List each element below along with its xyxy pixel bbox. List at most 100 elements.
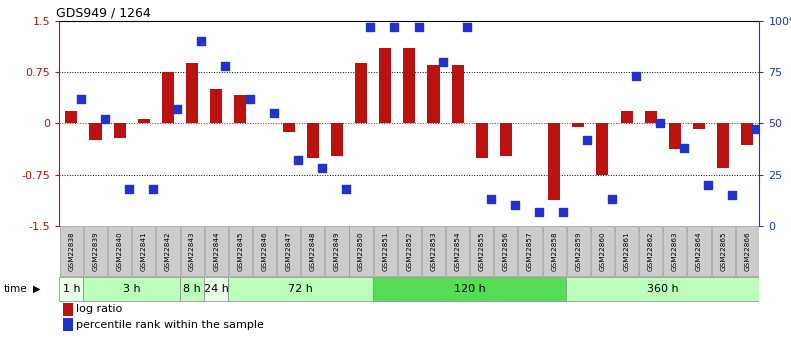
Text: GSM22857: GSM22857 bbox=[527, 231, 533, 271]
Bar bbox=[282, 124, 295, 131]
Text: GSM22839: GSM22839 bbox=[93, 231, 99, 271]
FancyBboxPatch shape bbox=[253, 226, 276, 276]
Point bbox=[460, 24, 473, 30]
Text: time: time bbox=[4, 284, 28, 294]
FancyBboxPatch shape bbox=[664, 226, 687, 276]
Text: GSM22864: GSM22864 bbox=[696, 231, 702, 271]
FancyBboxPatch shape bbox=[205, 226, 228, 276]
FancyBboxPatch shape bbox=[84, 226, 107, 276]
Text: GSM22844: GSM22844 bbox=[214, 231, 219, 271]
Text: GSM22843: GSM22843 bbox=[189, 231, 195, 271]
Point bbox=[702, 182, 714, 188]
Text: GSM22849: GSM22849 bbox=[334, 231, 340, 271]
Text: 8 h: 8 h bbox=[184, 284, 201, 294]
Text: 24 h: 24 h bbox=[204, 284, 229, 294]
Text: GSM22847: GSM22847 bbox=[286, 231, 292, 271]
FancyBboxPatch shape bbox=[712, 226, 735, 276]
FancyBboxPatch shape bbox=[157, 226, 180, 276]
FancyBboxPatch shape bbox=[350, 226, 373, 276]
Point bbox=[437, 59, 449, 65]
Text: 3 h: 3 h bbox=[123, 284, 141, 294]
Bar bbox=[403, 48, 415, 124]
Text: GSM22838: GSM22838 bbox=[68, 231, 74, 271]
FancyBboxPatch shape bbox=[60, 226, 83, 276]
FancyBboxPatch shape bbox=[639, 226, 662, 276]
FancyBboxPatch shape bbox=[84, 277, 180, 300]
FancyBboxPatch shape bbox=[132, 226, 155, 276]
Bar bbox=[355, 63, 367, 124]
Text: GSM22861: GSM22861 bbox=[623, 231, 630, 271]
Text: GSM22841: GSM22841 bbox=[141, 231, 147, 271]
Text: GSM22845: GSM22845 bbox=[237, 231, 244, 271]
Point bbox=[243, 96, 255, 101]
Bar bbox=[162, 72, 174, 124]
FancyBboxPatch shape bbox=[615, 226, 638, 276]
Bar bbox=[452, 65, 464, 124]
Point bbox=[388, 24, 401, 30]
Bar bbox=[114, 124, 126, 138]
Text: 72 h: 72 h bbox=[288, 284, 313, 294]
FancyBboxPatch shape bbox=[373, 277, 566, 300]
FancyBboxPatch shape bbox=[373, 226, 397, 276]
Bar bbox=[741, 124, 753, 145]
Text: GSM22853: GSM22853 bbox=[430, 231, 437, 271]
FancyBboxPatch shape bbox=[277, 226, 301, 276]
FancyBboxPatch shape bbox=[543, 226, 566, 276]
Text: GSM22848: GSM22848 bbox=[310, 231, 316, 271]
Point bbox=[653, 121, 666, 126]
Text: 120 h: 120 h bbox=[454, 284, 486, 294]
Point bbox=[750, 127, 763, 132]
Text: GDS949 / 1264: GDS949 / 1264 bbox=[56, 7, 150, 20]
Text: percentile rank within the sample: percentile rank within the sample bbox=[76, 320, 264, 329]
Bar bbox=[427, 65, 440, 124]
Point bbox=[146, 186, 159, 192]
Point bbox=[364, 24, 377, 30]
Bar bbox=[89, 124, 101, 140]
Point bbox=[630, 73, 642, 79]
FancyBboxPatch shape bbox=[59, 277, 84, 300]
Text: GSM22850: GSM22850 bbox=[358, 231, 364, 271]
Point bbox=[316, 166, 328, 171]
Point bbox=[74, 96, 87, 101]
Point bbox=[533, 209, 546, 214]
FancyBboxPatch shape bbox=[470, 226, 494, 276]
FancyBboxPatch shape bbox=[591, 226, 614, 276]
Text: GSM22858: GSM22858 bbox=[551, 231, 557, 271]
Point bbox=[509, 203, 521, 208]
Bar bbox=[669, 124, 681, 149]
FancyBboxPatch shape bbox=[494, 226, 517, 276]
Point bbox=[726, 193, 739, 198]
FancyBboxPatch shape bbox=[108, 226, 131, 276]
FancyBboxPatch shape bbox=[518, 226, 542, 276]
FancyBboxPatch shape bbox=[422, 226, 445, 276]
Text: 360 h: 360 h bbox=[647, 284, 679, 294]
Bar bbox=[138, 119, 149, 124]
FancyBboxPatch shape bbox=[229, 277, 373, 300]
Point bbox=[267, 110, 280, 116]
Point bbox=[219, 63, 232, 69]
Point bbox=[340, 186, 353, 192]
Point bbox=[557, 209, 570, 214]
Bar bbox=[66, 111, 78, 124]
Bar bbox=[307, 124, 319, 158]
Bar bbox=[331, 124, 343, 156]
Point bbox=[171, 106, 184, 112]
Text: GSM22860: GSM22860 bbox=[600, 231, 605, 271]
Text: GSM22851: GSM22851 bbox=[382, 231, 388, 271]
Text: GSM22855: GSM22855 bbox=[479, 231, 485, 271]
Text: GSM22859: GSM22859 bbox=[575, 231, 581, 271]
Point bbox=[485, 197, 498, 202]
Bar bbox=[500, 124, 512, 156]
Bar bbox=[379, 48, 392, 124]
Text: log ratio: log ratio bbox=[76, 304, 122, 314]
Bar bbox=[186, 63, 198, 124]
Bar bbox=[572, 124, 585, 127]
Bar bbox=[621, 111, 633, 124]
Bar bbox=[234, 95, 247, 124]
FancyBboxPatch shape bbox=[566, 277, 759, 300]
Text: 1 h: 1 h bbox=[62, 284, 80, 294]
FancyBboxPatch shape bbox=[229, 226, 252, 276]
Bar bbox=[548, 124, 560, 200]
Text: GSM22862: GSM22862 bbox=[648, 231, 653, 271]
FancyBboxPatch shape bbox=[687, 226, 710, 276]
